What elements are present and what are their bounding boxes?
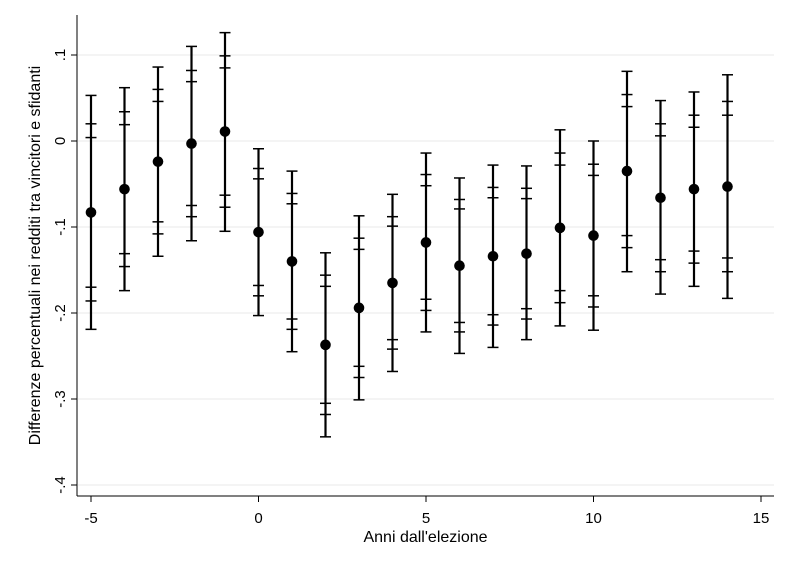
x-tick-label: 5 <box>422 510 430 527</box>
ticks: .1 0 -.1 -.2 -.3 -.4 -5 0 5 10 15 <box>52 49 769 527</box>
data-point <box>588 230 599 241</box>
y-tick-label: -.4 <box>52 476 69 494</box>
data-point <box>621 165 633 177</box>
data-point <box>253 226 264 238</box>
y-tick-label: -.3 <box>52 390 69 408</box>
data-point <box>387 277 398 289</box>
y-tick-label: 0 <box>52 137 69 145</box>
x-tick-label: 10 <box>585 510 602 527</box>
data-point <box>119 183 130 195</box>
data-point <box>521 248 532 259</box>
data-point <box>655 192 666 204</box>
x-tick-label: 15 <box>753 510 770 527</box>
data-point <box>186 138 197 149</box>
data-point <box>554 222 566 234</box>
y-tick-label: -.2 <box>52 304 69 322</box>
data-point <box>722 181 733 192</box>
y-tick-label: .1 <box>52 49 69 62</box>
data-point <box>353 302 365 314</box>
data-point <box>688 183 700 195</box>
x-axis-title: Anni dall'elezione <box>363 529 487 546</box>
data-point <box>454 260 465 272</box>
data-point <box>219 126 231 137</box>
y-axis-title: Differenze percentuali nei redditi tra v… <box>27 66 44 445</box>
confidence-intervals <box>85 31 733 438</box>
point-estimates <box>85 126 733 351</box>
x-tick-label: 0 <box>254 510 262 527</box>
data-point <box>320 339 331 351</box>
data-point <box>85 207 97 218</box>
x-tick-label: -5 <box>84 510 97 527</box>
data-point <box>487 250 499 262</box>
data-point <box>420 237 432 248</box>
y-tick-label: -.1 <box>52 218 69 236</box>
data-point <box>152 156 164 167</box>
data-point <box>286 256 298 267</box>
